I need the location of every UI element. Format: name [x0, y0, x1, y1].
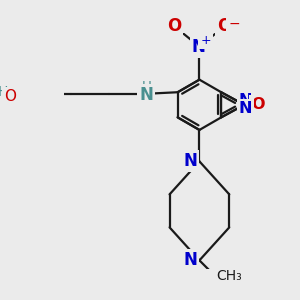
Text: CH₃: CH₃	[217, 269, 242, 283]
Text: N: N	[139, 86, 153, 104]
Text: H: H	[141, 80, 151, 93]
Text: −: −	[228, 17, 240, 31]
Text: O: O	[251, 97, 265, 112]
Text: N: N	[183, 152, 197, 170]
Text: N: N	[192, 38, 206, 56]
Text: +: +	[200, 34, 211, 47]
Text: H: H	[0, 85, 8, 99]
Text: O: O	[4, 89, 16, 104]
Text: O: O	[217, 17, 231, 35]
Text: N: N	[239, 101, 252, 116]
Text: N: N	[239, 93, 252, 108]
Text: N: N	[183, 251, 197, 269]
Text: O: O	[167, 17, 182, 35]
